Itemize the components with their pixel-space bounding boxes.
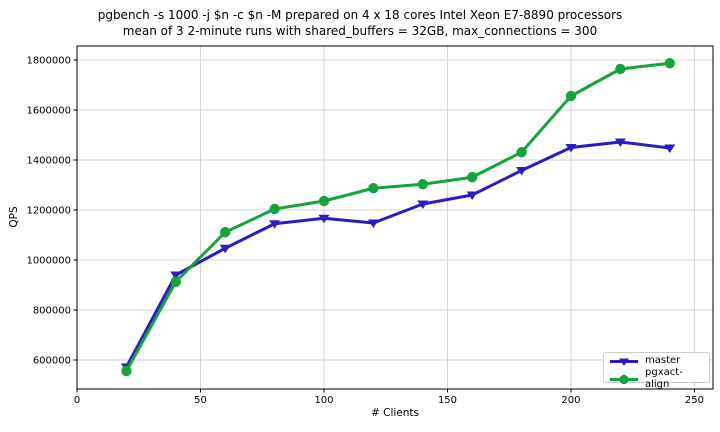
y-tick-label: 1200000 <box>26 206 71 217</box>
y-axis-label: QPS <box>8 206 20 228</box>
plot-border <box>76 45 714 390</box>
legend-label: pgxact-align <box>645 367 683 390</box>
axis-ticks: 0 50 100 150 200 250 600000 800000 1000000 120000… <box>26 56 704 407</box>
x-tick-label: 150 <box>438 395 457 406</box>
y-tick-label: 800000 <box>33 306 71 317</box>
x-tick-label: 200 <box>561 395 580 406</box>
x-tick-label: 50 <box>194 395 207 406</box>
gridlines <box>76 46 713 389</box>
series-pgxact-align <box>121 58 675 377</box>
x-axis-label: # Clients <box>370 407 419 419</box>
legend: master pgxact-align <box>603 352 710 390</box>
legend-item-master: master <box>609 355 704 367</box>
legend-marker-circle-icon <box>610 374 638 384</box>
x-tick-label: 100 <box>314 395 333 406</box>
chart-title-line2: mean of 3 2-minute runs with shared_buff… <box>122 24 598 38</box>
series-master-line <box>124 140 672 369</box>
x-tick-label: 0 <box>74 395 80 406</box>
legend-item-pgxact-align: pgxact-align <box>609 367 704 391</box>
series-master <box>120 138 676 372</box>
x-tick-label: 250 <box>685 395 704 406</box>
y-tick-label: 1400000 <box>26 156 71 167</box>
chart-title: pgbench -s 1000 -j $n -c $n -M prepared … <box>42 7 678 39</box>
series-pgxact-align-line <box>124 61 672 373</box>
chart-title-line1: pgbench -s 1000 -j $n -c $n -M prepared … <box>97 8 623 22</box>
legend-label: master <box>645 355 681 366</box>
y-tick-label: 600000 <box>33 356 71 367</box>
y-tick-label: 1800000 <box>26 56 71 67</box>
y-tick-label: 1600000 <box>26 106 71 117</box>
y-tick-label: 1000000 <box>26 256 71 267</box>
series-master-markers <box>120 138 676 372</box>
legend-marker-triangle-down-icon <box>610 358 638 366</box>
series-pgxact-align-markers <box>121 58 675 377</box>
